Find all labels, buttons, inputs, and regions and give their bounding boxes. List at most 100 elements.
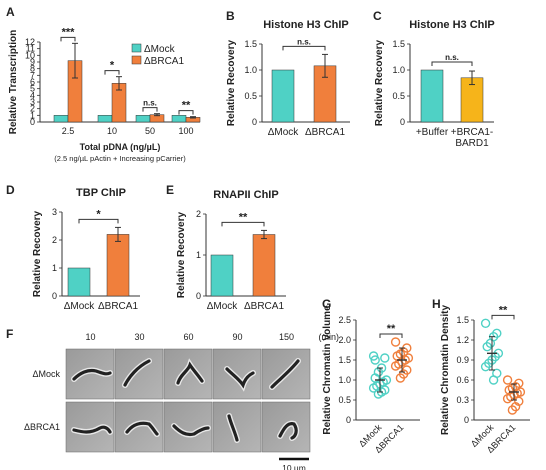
chromatin-body	[72, 368, 112, 381]
timepoint-label: 10	[85, 332, 95, 342]
data-point-g	[390, 361, 401, 371]
y-tick-label-a: 7	[30, 70, 35, 80]
y-tick-label-g: 1.0	[338, 375, 351, 385]
data-point-g	[370, 355, 380, 365]
panel-letter-c: C	[373, 9, 382, 23]
x-tick-label-c: +Buffer	[416, 127, 449, 138]
chromatin-shape	[175, 358, 205, 386]
chromatin-shape	[71, 367, 113, 382]
y-tick-label-a: 6	[30, 77, 35, 87]
significance-label-c: n.s.	[445, 53, 459, 62]
y-axis-label-g: Relative Chromatin Volume	[322, 305, 333, 435]
chromatin-shape	[277, 420, 300, 441]
bar-a-mock	[171, 115, 187, 123]
bar-c	[420, 69, 444, 123]
row-label: ΔMock	[32, 369, 60, 379]
y-tick-label-c: 1.5	[392, 39, 405, 49]
y-tick-label-d: 1	[52, 263, 57, 273]
y-tick-label-b: 0.5	[244, 91, 257, 101]
data-point-g	[395, 373, 406, 383]
x-tick-label-d: ΔMock	[64, 301, 96, 312]
panel-letter-g: G	[322, 297, 331, 311]
y-tick-label-e: 2	[196, 209, 201, 219]
y-tick-label-e: 0	[196, 291, 201, 301]
y-axis-label-e: Relative Recovery	[176, 211, 187, 298]
data-point-g	[373, 389, 384, 399]
timepoint-label: 30	[134, 332, 144, 342]
y-tick-label-a: 12	[25, 37, 35, 47]
y-tick-label-a: 8	[30, 64, 35, 74]
significance-bracket-e	[221, 221, 265, 227]
y-tick-label-c: 0	[400, 117, 405, 127]
bar-b	[271, 69, 295, 123]
y-tick-label-a: 5	[30, 84, 35, 94]
bar-e	[252, 234, 276, 297]
data-point-h	[488, 375, 499, 385]
time-unit-label: (min)	[319, 332, 340, 342]
x-tick-label-a: 10	[107, 126, 117, 136]
significance-bracket-b	[282, 45, 326, 51]
chromatin-shape	[226, 413, 240, 443]
data-point-h	[482, 341, 492, 352]
chromatin-shape	[71, 424, 113, 435]
y-tick-label-b: 1.5	[244, 39, 257, 49]
x-tick-label-b: ΔMock	[268, 127, 300, 138]
significance-bracket-a	[60, 36, 76, 42]
panel-letter-f: F	[6, 327, 13, 341]
significance-label-a: n.s.	[143, 99, 157, 108]
significance-label-h: **	[499, 304, 508, 316]
data-point-h	[502, 393, 513, 404]
panel-letter-d: D	[6, 183, 15, 197]
scale-bar-label: 10 µm	[282, 463, 306, 470]
chart-title-d: TBP ChIP	[76, 187, 126, 199]
y-tick-label-h: 0	[464, 415, 469, 425]
y-tick-label-a: 9	[30, 57, 35, 67]
y-tick-label-h: 1.2	[456, 335, 469, 345]
y-tick-label-g: 0.5	[338, 395, 351, 405]
timepoint-label: 60	[183, 332, 193, 342]
x-tick-label-b: ΔBRCA1	[305, 127, 345, 138]
y-tick-label-c: 0.5	[392, 91, 405, 101]
y-tick-label-c: 1.0	[392, 65, 405, 75]
chromatin-shape	[269, 358, 301, 390]
chart-title-c: Histone H3 ChIP	[409, 19, 495, 31]
chromatin-shape	[124, 420, 160, 437]
y-tick-label-a: 11	[26, 44, 35, 54]
x-tick-label-a: 2.5	[62, 126, 75, 136]
y-tick-label-a: 4	[30, 90, 35, 100]
data-point-h	[480, 361, 491, 372]
chromatin-shape	[171, 423, 211, 438]
row-label: ΔBRCA1	[24, 422, 60, 432]
data-point-h	[504, 385, 514, 395]
chromatin-body	[176, 361, 204, 385]
data-point-h	[507, 405, 518, 415]
bar-d	[67, 267, 91, 297]
significance-label-g: **	[387, 323, 396, 335]
y-axis-label-a: Relative Transcription	[8, 30, 19, 134]
panel-letter-a: A	[6, 5, 15, 19]
bar-a-mock	[97, 115, 113, 123]
panel-letter-e: E	[166, 183, 174, 197]
panel-a-xsublabel: (2.5 ng/µL pActin + Increasing pCarrier)	[54, 154, 186, 163]
data-point-h	[502, 375, 513, 385]
significance-bracket-a	[178, 110, 194, 115]
y-tick-label-b: 0	[252, 117, 257, 127]
data-point-h	[480, 318, 491, 329]
chromatin-body	[270, 359, 300, 389]
bar-a-mock	[135, 115, 151, 123]
y-tick-label-a: 1	[30, 110, 35, 120]
micrograph-tile	[212, 401, 262, 453]
y-tick-label-h: 0.6	[456, 375, 469, 385]
chromatin-body	[278, 422, 298, 440]
x-tick-label-a: 50	[145, 126, 155, 136]
y-tick-label-a: 2	[30, 104, 35, 114]
chromatin-shape	[122, 358, 152, 388]
y-tick-label-g: 2.5	[338, 315, 351, 325]
y-axis-label-b: Relative Recovery	[226, 39, 237, 126]
x-tick-label-e: ΔMock	[207, 301, 239, 312]
x-tick-label-c: BARD1	[455, 138, 489, 149]
data-point-g	[368, 383, 379, 393]
bar-e	[210, 254, 234, 297]
timepoint-label: 90	[232, 332, 242, 342]
bar-d	[106, 234, 130, 297]
